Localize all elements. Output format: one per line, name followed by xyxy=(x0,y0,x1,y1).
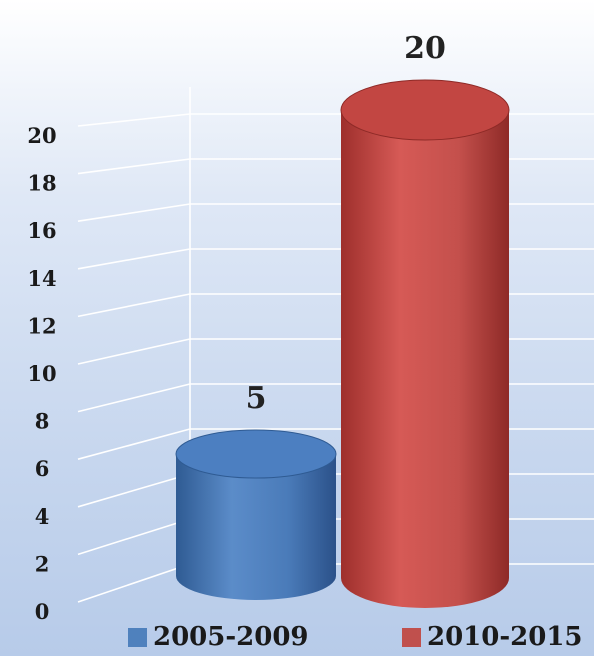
bar-2010-2015 xyxy=(340,79,510,608)
legend: 2005-2009 2010-2015 xyxy=(0,618,594,656)
gridline-diagonal xyxy=(77,428,191,460)
bar-body xyxy=(341,110,509,608)
bar-top xyxy=(340,79,510,141)
legend-label: 2005-2009 xyxy=(153,622,309,652)
gridline-diagonal xyxy=(77,518,191,556)
bar-body xyxy=(176,454,336,600)
legend-item-2010-2015: 2010-2015 xyxy=(402,622,583,652)
y-tick-label: 18 xyxy=(27,171,56,196)
y-tick-label: 14 xyxy=(27,266,56,291)
gridline-diagonal xyxy=(77,113,191,127)
y-tick-label: 10 xyxy=(27,361,56,386)
y-tick-label: 12 xyxy=(27,313,56,338)
gridline-diagonal xyxy=(77,563,191,603)
gridline-diagonal xyxy=(77,293,191,318)
y-tick-label: 16 xyxy=(27,218,56,243)
data-label: 20 xyxy=(404,31,446,66)
bar-top xyxy=(175,429,337,479)
y-tick-label: 0 xyxy=(35,599,50,624)
gridline-diagonal xyxy=(77,203,191,222)
y-tick-label: 6 xyxy=(35,456,50,481)
legend-swatch-blue xyxy=(128,627,147,647)
gridline-diagonal xyxy=(77,383,191,413)
legend-swatch-red xyxy=(402,627,421,647)
legend-item-2005-2009: 2005-2009 xyxy=(128,622,309,652)
gridline-diagonal xyxy=(77,338,191,365)
y-tick-label: 20 xyxy=(27,123,56,148)
gridline-diagonal xyxy=(77,248,191,270)
y-tick-label: 8 xyxy=(35,409,50,434)
y-tick-label: 2 xyxy=(35,551,50,576)
y-tick-label: 4 xyxy=(35,504,50,529)
gridline-diagonal xyxy=(77,158,191,175)
data-label: 5 xyxy=(246,381,267,416)
gridline-diagonal xyxy=(77,473,191,508)
bar-2005-2009 xyxy=(175,429,337,600)
legend-label: 2010-2015 xyxy=(427,622,583,652)
